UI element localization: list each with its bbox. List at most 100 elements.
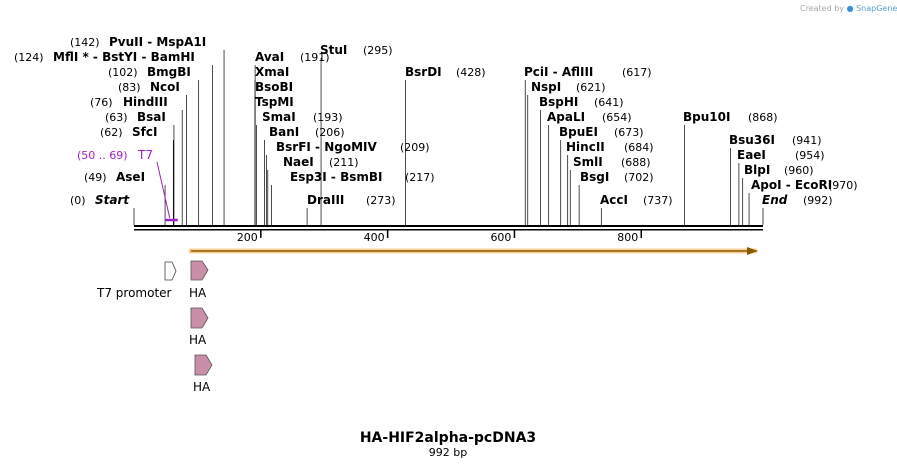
site-position: (684) [624,141,654,154]
tick-label: 800 [617,231,638,244]
site-position: (206) [315,126,345,139]
site-position: (960) [784,164,814,177]
site-name: Bpu10I [683,110,730,124]
site-mfli[interactable]: (124) MflI * - BstYI - BamHI [14,50,213,225]
site-bsphi[interactable]: (641) BspHI [539,95,624,225]
site-hindiii[interactable]: (76) HindIII [90,95,183,225]
site-name: AvaI [255,50,284,64]
primer-name: T7 [137,148,153,162]
site-sfci[interactable]: (62) SfcI [100,125,174,225]
site-name: BsoBI [255,80,293,94]
site-position: (49) [84,171,107,184]
site-name: AseI [116,170,145,184]
site-tspmi[interactable]: TspMI [254,95,294,225]
site-position: (617) [622,66,652,79]
site-position: (673) [614,126,644,139]
site-position: (83) [118,81,141,94]
site-position: (62) [100,126,123,139]
site-stui[interactable]: (295) StuI [320,43,393,225]
feature-label: HA [189,333,207,347]
site-name: AccI [600,193,628,207]
site-position: (295) [363,44,393,57]
site-asei[interactable]: (49) AseI [84,170,166,225]
site-name: BsaI [137,110,166,124]
site-hincii[interactable]: (684) HincII [566,140,654,225]
site-position: (641) [594,96,624,109]
site-nspi[interactable]: (621) NspI [527,80,606,225]
site-end[interactable]: (992) End [762,193,833,225]
site-name: NaeI [283,155,314,169]
site-name: ApaLI [547,110,585,124]
t7-primer[interactable]: (50 .. 69) T7 [77,148,178,222]
site-blpi[interactable]: (960) BlpI [742,163,814,225]
site-position: (191) [300,51,330,64]
site-eaei[interactable]: (954) EaeI [737,148,825,225]
site-esp3i[interactable]: (217) Esp3I - BsmBI [271,170,435,225]
site-name: Bsu36I [729,133,775,147]
site-name: PciI - AflIII [524,65,593,79]
site-ncoi[interactable]: (83) NcoI [118,80,187,225]
site-draiii[interactable]: (273) DraIII [306,193,396,225]
site-position: (702) [624,171,654,184]
site-position: (217) [405,171,435,184]
site-position: (954) [795,149,825,162]
site-name: SmlI [573,155,603,169]
site-name: Esp3I - BsmBI [290,170,382,184]
feature-label: HA [189,286,207,300]
site-position: (273) [366,194,396,207]
site-name: BsrFI - NgoMIV [276,140,377,154]
feature-ha[interactable]: HA [189,260,209,300]
feature-ha[interactable]: HA [189,307,209,347]
site-acci[interactable]: (737) AccI [600,193,673,225]
site-bmgbi[interactable]: (102) BmgBI [108,65,200,225]
feature-t7-promoter[interactable]: T7 promoter [96,261,177,300]
site-name: DraIII [307,193,344,207]
site-bsu36i[interactable]: (941) Bsu36I [729,133,822,225]
site-name: HincII [566,140,605,154]
site-position: (102) [108,66,138,79]
sequence-line-bottom [134,229,763,231]
site-bpuei[interactable]: (673) BpuEI [559,125,644,225]
position-ticks: 200 400 600 800 [237,229,643,244]
restriction-sites: (0) Start (49) AseI (62) SfcI (63) BsaI (76) Hind… [14,35,858,225]
site-bsgi[interactable]: (702) BsgI [578,170,654,225]
site-smai[interactable]: (193) SmaI [256,110,343,225]
site-position: (193) [313,111,343,124]
site-naei[interactable]: (211) NaeI [267,155,359,225]
site-bsrfi[interactable]: (209) BsrFI - NgoMIV [266,140,430,225]
site-apoi[interactable]: (970)ApoI - EcoRI [748,178,858,225]
site-start[interactable]: (0) Start [70,193,135,225]
site-position: (76) [90,96,113,109]
site-bani[interactable]: (206) BanI [264,125,345,225]
site-bsai[interactable]: (63) BsaI [105,110,175,225]
site-position: (654) [602,111,632,124]
site-name: TspMI [255,95,294,109]
site-position: (992) [803,194,833,207]
site-name: MflI * - BstYI - BamHI [53,50,195,64]
site-name: PvuII - MspA1I [109,35,206,49]
tick-label: 400 [364,231,385,244]
site-position: (142) [70,36,100,49]
site-name: SmaI [262,110,296,124]
site-apali[interactable]: (654) ApaLI [547,110,632,225]
site-position: (211) [329,156,359,169]
site-smli[interactable]: (688) SmlI [569,155,651,225]
feature-label: T7 promoter [96,286,172,300]
site-name: BanI [269,125,299,139]
site-bsrdi[interactable]: (428) BsrDI [405,65,486,225]
site-pcii[interactable]: (617) PciI - AflIII [524,65,652,225]
site-position: (0) [70,194,86,207]
site-name: XmaI [255,65,289,79]
site-position: (941) [792,134,822,147]
site-position: (970) [828,179,858,192]
site-bpu10i[interactable]: (868) Bpu10I [683,110,778,225]
site-name: SfcI [132,125,157,139]
site-pvuii[interactable]: (142) PvuII - MspA1I [70,35,225,225]
feature-ha[interactable]: HA [193,354,213,394]
primer-range: (50 .. 69) [77,149,128,162]
site-position: (63) [105,111,128,124]
site-name: EaeI [737,148,766,162]
sequence-length: 992 bp [429,446,467,459]
orf-arrow[interactable] [188,247,758,255]
